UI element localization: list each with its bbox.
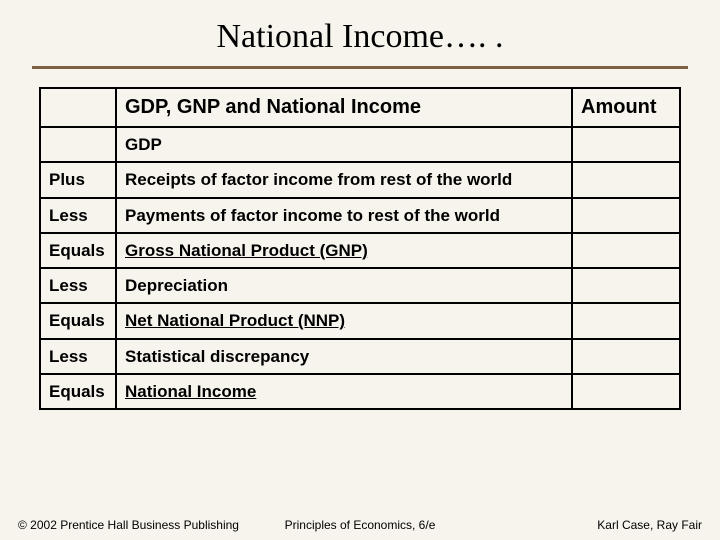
header-description: GDP, GNP and National Income — [116, 88, 572, 127]
footer-right: Karl Case, Ray Fair — [597, 518, 702, 532]
table-row: EqualsNational Income — [40, 374, 680, 409]
row-amount — [572, 162, 680, 197]
row-operator: Less — [40, 198, 116, 233]
row-description: Receipts of factor income from rest of t… — [116, 162, 572, 197]
row-description: Payments of factor income to rest of the… — [116, 198, 572, 233]
table-row: PlusReceipts of factor income from rest … — [40, 162, 680, 197]
slide-title: National Income…. . — [28, 18, 692, 56]
row-operator: Plus — [40, 162, 116, 197]
row-amount — [572, 127, 680, 162]
footer-left: © 2002 Prentice Hall Business Publishing — [18, 518, 239, 532]
table-row: LessPayments of factor income to rest of… — [40, 198, 680, 233]
row-operator: Less — [40, 268, 116, 303]
row-operator: Equals — [40, 374, 116, 409]
table-row: GDP — [40, 127, 680, 162]
table-body: GDPPlusReceipts of factor income from re… — [40, 127, 680, 409]
income-table: GDP, GNP and National Income Amount GDPP… — [39, 87, 681, 410]
header-amount: Amount — [572, 88, 680, 127]
row-amount — [572, 339, 680, 374]
table-row: LessStatistical discrepancy — [40, 339, 680, 374]
row-operator: Equals — [40, 303, 116, 338]
row-description: Net National Product (NNP) — [116, 303, 572, 338]
header-empty — [40, 88, 116, 127]
row-description: Statistical discrepancy — [116, 339, 572, 374]
row-description: National Income — [116, 374, 572, 409]
row-amount — [572, 303, 680, 338]
row-description: GDP — [116, 127, 572, 162]
table-row: EqualsGross National Product (GNP) — [40, 233, 680, 268]
table-row: LessDepreciation — [40, 268, 680, 303]
footer-center: Principles of Economics, 6/e — [285, 518, 436, 532]
row-operator: Less — [40, 339, 116, 374]
row-amount — [572, 268, 680, 303]
footer: © 2002 Prentice Hall Business Publishing… — [18, 518, 702, 532]
row-operator — [40, 127, 116, 162]
row-amount — [572, 374, 680, 409]
row-operator: Equals — [40, 233, 116, 268]
title-rule — [32, 66, 688, 69]
row-amount — [572, 198, 680, 233]
slide: National Income…. . GDP, GNP and Nationa… — [0, 0, 720, 410]
table-header-row: GDP, GNP and National Income Amount — [40, 88, 680, 127]
table-row: EqualsNet National Product (NNP) — [40, 303, 680, 338]
row-description: Gross National Product (GNP) — [116, 233, 572, 268]
row-description: Depreciation — [116, 268, 572, 303]
row-amount — [572, 233, 680, 268]
